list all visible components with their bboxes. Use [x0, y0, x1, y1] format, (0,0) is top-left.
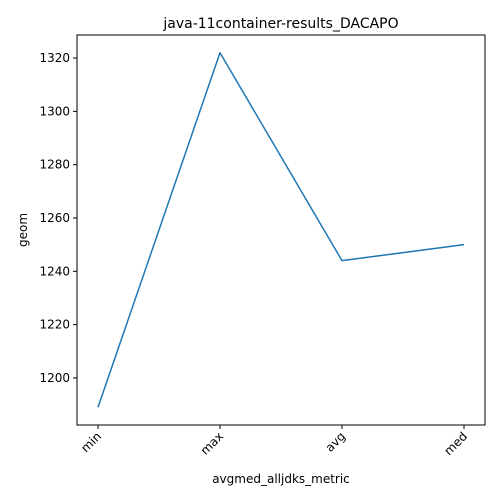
y-tick-label: 1260: [39, 211, 70, 225]
x-tick-label: avg: [323, 429, 349, 455]
plot-area: [76, 34, 486, 426]
series-line: [97, 51, 465, 408]
y-tick-label: 1240: [39, 264, 70, 278]
plot-frame: [76, 34, 486, 426]
y-axis: 1200 1220 1240 1260 1280 1300 1320: [39, 51, 77, 385]
series-layer: [97, 51, 465, 408]
x-tick-label: min: [78, 429, 104, 455]
y-tick-label: 1280: [39, 158, 70, 172]
x-axis: min max avg med: [78, 425, 470, 458]
y-tick-label: 1200: [39, 371, 70, 385]
y-tick-label: 1320: [39, 51, 70, 65]
chart-title: java-11container-results_DACAPO: [162, 16, 398, 32]
x-tick-label: max: [198, 429, 226, 457]
y-axis-label: geom: [16, 213, 30, 247]
y-tick-label: 1220: [39, 318, 70, 332]
y-tick-label: 1300: [39, 104, 70, 118]
x-axis-label: avgmed_alljdks_metric: [212, 472, 350, 486]
x-tick-label: med: [441, 429, 470, 458]
